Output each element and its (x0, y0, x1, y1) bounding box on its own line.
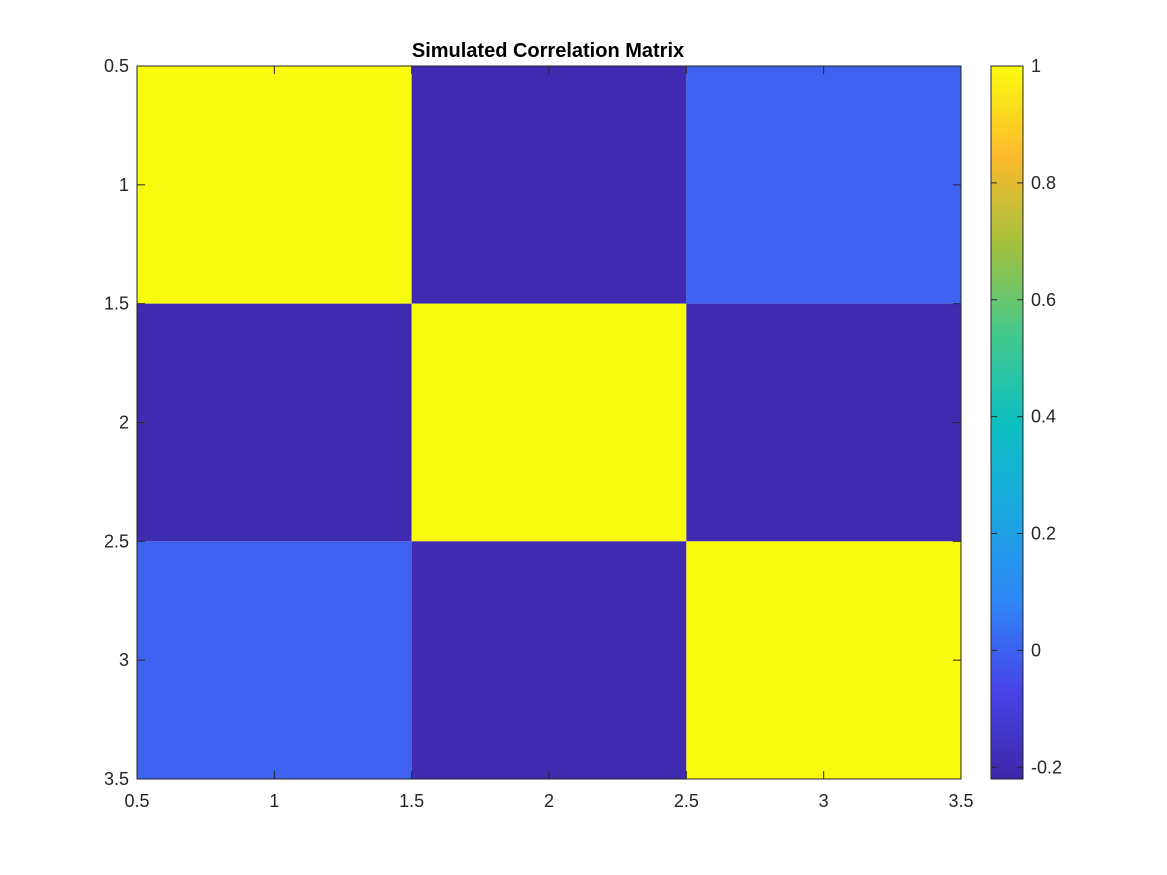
chart-title: Simulated Correlation Matrix (412, 40, 684, 62)
heatmap-cell-r2-c2 (411, 303, 687, 542)
colorbar-tick-label: 0.6 (1031, 290, 1056, 310)
x-tick-label: 3.5 (948, 791, 973, 811)
colorbar-tick-label: 1 (1031, 56, 1041, 76)
heatmap-cell-r1-c1 (137, 66, 412, 304)
heatmap-cell-r3-c1 (137, 541, 412, 779)
y-tick-label: 2 (119, 413, 129, 433)
heatmap-cell-r3-c3 (686, 541, 961, 779)
heatmap-cell-r2-c3 (686, 303, 961, 542)
heatmap-cell-r3-c2 (411, 541, 687, 779)
x-tick-label: 2.5 (674, 791, 699, 811)
heatmap-cell-r1-c2 (411, 66, 687, 304)
axes: 0.5 1 1.5 2 2.5 3 3.50.511.522.533.5 (104, 56, 974, 811)
colorbar-ticks: -0.2 0 0.2 0.4 0.6 0.8 1 (991, 56, 1062, 777)
heatmap-cell-r1-c3 (686, 66, 961, 304)
y-tick-label: 3 (119, 650, 129, 670)
colorbar-tick-label: 0.4 (1031, 407, 1056, 427)
y-tick-label: 3.5 (104, 769, 129, 789)
y-tick-label: 2.5 (104, 531, 129, 551)
x-tick-label: 3 (819, 791, 829, 811)
x-tick-label: 1.5 (399, 791, 424, 811)
colorbar-tick-label: 0.2 (1031, 524, 1056, 544)
plot-area (137, 66, 961, 779)
y-tick-label: 0.5 (104, 56, 129, 76)
x-tick-label: 1 (269, 791, 279, 811)
heatmap-cell-r2-c1 (137, 303, 412, 542)
colorbar-tick-label: 0.8 (1031, 173, 1056, 193)
colorbar-tick-label: -0.2 (1031, 757, 1062, 777)
x-tick-label: 2 (544, 791, 554, 811)
colorbar-gradient (990, 65, 1024, 780)
y-tick-label: 1 (119, 175, 129, 195)
y-tick-label: 1.5 (104, 294, 129, 314)
colorbar: -0.2 0 0.2 0.4 0.6 0.8 1 (990, 56, 1062, 780)
colorbar-tick-label: 0 (1031, 640, 1041, 660)
x-tick-label: 0.5 (124, 791, 149, 811)
